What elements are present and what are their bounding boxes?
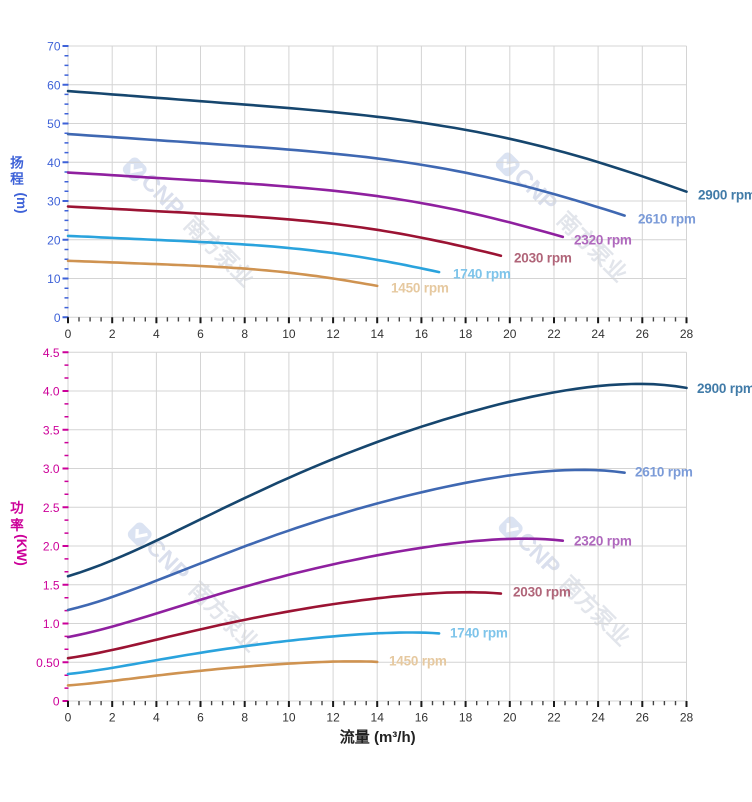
svg-text:1.5: 1.5 bbox=[43, 578, 60, 592]
svg-text:2320 rpm: 2320 rpm bbox=[574, 534, 632, 549]
svg-text:18: 18 bbox=[459, 327, 473, 341]
svg-text:12: 12 bbox=[326, 327, 340, 341]
svg-text:2610 rpm: 2610 rpm bbox=[638, 212, 696, 227]
svg-text:24: 24 bbox=[591, 327, 605, 341]
svg-text:2900 rpm: 2900 rpm bbox=[698, 188, 752, 203]
svg-text:2.5: 2.5 bbox=[43, 501, 60, 515]
svg-text:10: 10 bbox=[282, 711, 296, 725]
svg-text:8: 8 bbox=[241, 327, 248, 341]
svg-text:率: 率 bbox=[10, 517, 24, 533]
svg-text:4.5: 4.5 bbox=[43, 346, 60, 360]
svg-text:(m): (m) bbox=[14, 193, 29, 214]
svg-text:0: 0 bbox=[65, 711, 72, 725]
svg-text:6: 6 bbox=[197, 711, 204, 725]
svg-text:0: 0 bbox=[54, 311, 61, 325]
svg-text:4: 4 bbox=[153, 327, 160, 341]
svg-text:3.5: 3.5 bbox=[43, 423, 60, 437]
svg-text:24: 24 bbox=[591, 711, 605, 725]
svg-text:6: 6 bbox=[197, 327, 204, 341]
svg-text:功: 功 bbox=[10, 500, 24, 515]
svg-text:60: 60 bbox=[47, 79, 61, 93]
svg-text:2: 2 bbox=[109, 327, 116, 341]
svg-text:16: 16 bbox=[415, 711, 429, 725]
svg-text:2320 rpm: 2320 rpm bbox=[574, 233, 632, 248]
svg-text:30: 30 bbox=[47, 195, 61, 209]
svg-text:10: 10 bbox=[282, 327, 296, 341]
svg-text:(KW): (KW) bbox=[14, 534, 29, 565]
svg-text:26: 26 bbox=[636, 327, 650, 341]
svg-text:8: 8 bbox=[241, 711, 248, 725]
svg-text:程: 程 bbox=[10, 171, 24, 186]
svg-text:70: 70 bbox=[47, 40, 61, 54]
svg-text:2030 rpm: 2030 rpm bbox=[514, 251, 572, 266]
svg-text:0.50: 0.50 bbox=[36, 656, 60, 670]
svg-text:40: 40 bbox=[47, 156, 61, 170]
svg-text:22: 22 bbox=[547, 327, 561, 341]
svg-text:20: 20 bbox=[503, 327, 517, 341]
svg-text:26: 26 bbox=[636, 711, 650, 725]
svg-text:2.0: 2.0 bbox=[43, 540, 60, 554]
svg-text:10: 10 bbox=[47, 272, 61, 286]
svg-text:2900 rpm: 2900 rpm bbox=[697, 381, 752, 396]
svg-text:22: 22 bbox=[547, 711, 561, 725]
svg-text:12: 12 bbox=[326, 711, 340, 725]
svg-text:0: 0 bbox=[65, 327, 72, 341]
svg-text:1450 rpm: 1450 rpm bbox=[391, 281, 449, 296]
svg-text:16: 16 bbox=[415, 327, 429, 341]
svg-text:14: 14 bbox=[371, 711, 385, 725]
svg-text:1450 rpm: 1450 rpm bbox=[389, 654, 447, 669]
svg-text:20: 20 bbox=[47, 234, 61, 248]
svg-text:3.0: 3.0 bbox=[43, 462, 60, 476]
svg-text:4.0: 4.0 bbox=[43, 385, 60, 399]
svg-text:18: 18 bbox=[459, 711, 473, 725]
svg-text:2610 rpm: 2610 rpm bbox=[635, 465, 693, 480]
svg-text:28: 28 bbox=[680, 327, 694, 341]
svg-text:扬: 扬 bbox=[10, 155, 24, 171]
svg-text:2: 2 bbox=[109, 711, 116, 725]
svg-text:28: 28 bbox=[680, 711, 694, 725]
svg-text:2030 rpm: 2030 rpm bbox=[513, 585, 571, 600]
svg-text:0: 0 bbox=[53, 695, 60, 709]
svg-text:20: 20 bbox=[503, 711, 517, 725]
svg-text:1740 rpm: 1740 rpm bbox=[450, 626, 508, 641]
svg-text:流量 (m³/h): 流量 (m³/h) bbox=[340, 728, 416, 746]
svg-text:50: 50 bbox=[47, 117, 61, 131]
svg-text:1740 rpm: 1740 rpm bbox=[453, 267, 511, 282]
svg-text:14: 14 bbox=[371, 327, 385, 341]
svg-text:1.0: 1.0 bbox=[43, 617, 60, 631]
svg-text:4: 4 bbox=[153, 711, 160, 725]
